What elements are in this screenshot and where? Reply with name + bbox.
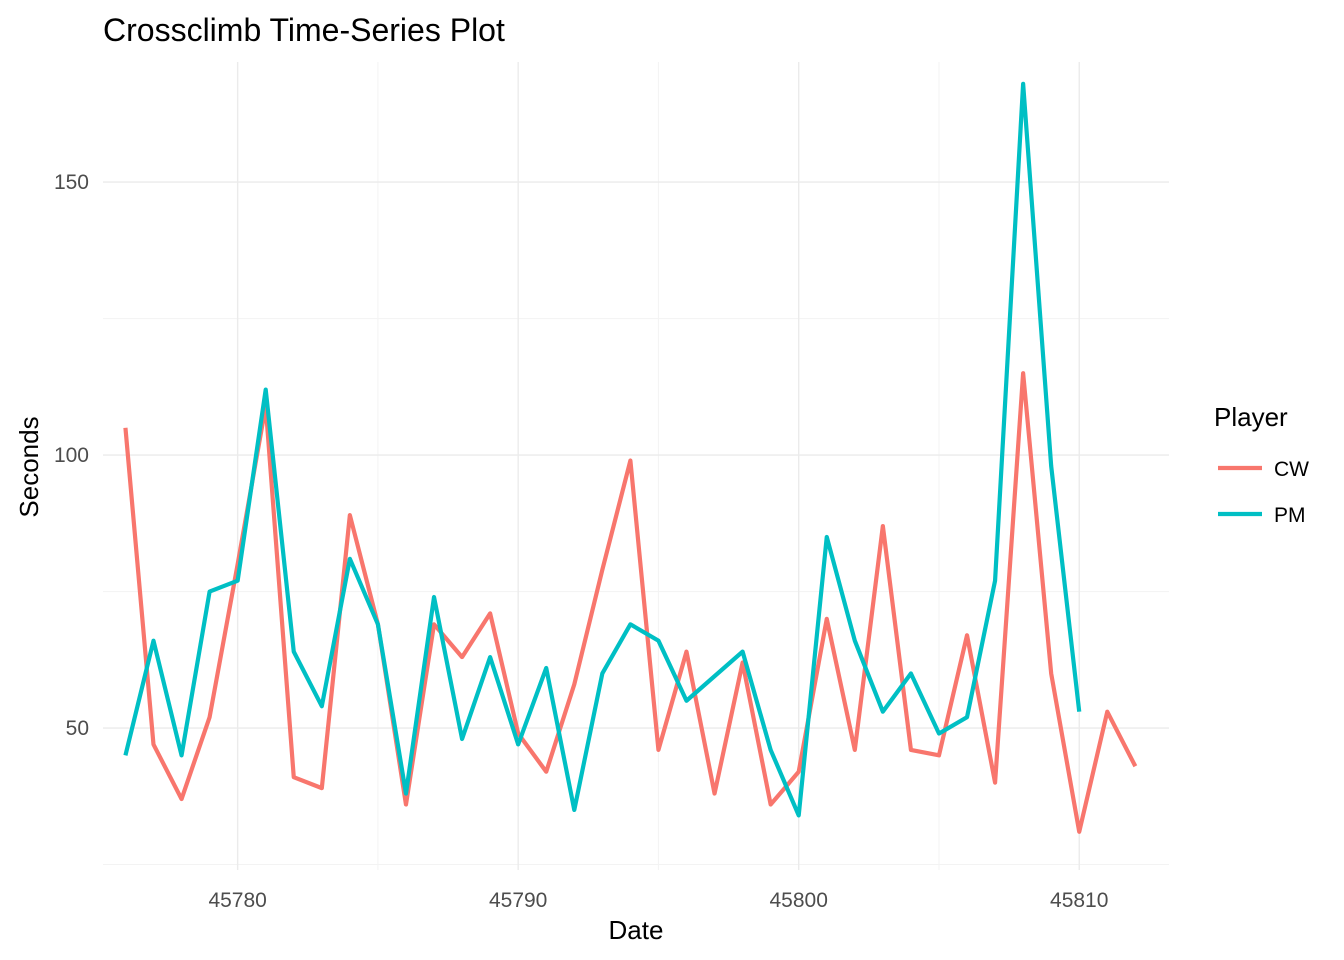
grid-lines [103, 62, 1169, 870]
series-line-cw [123, 371, 1138, 834]
x-tick-label: 45780 [208, 889, 266, 912]
legend-label-pm: PM [1274, 504, 1306, 527]
x-tick-label: 45790 [489, 889, 547, 912]
x-tick-label: 45800 [770, 889, 828, 912]
x-axis-ticks: 45780 45790 45800 45810 [208, 889, 1108, 912]
legend: Player CW PM [1214, 402, 1309, 527]
y-tick-label: 50 [66, 717, 89, 740]
legend-title: Player [1214, 402, 1288, 432]
y-tick-label: 100 [54, 444, 89, 467]
legend-label-cw: CW [1274, 458, 1309, 481]
chart-title: Crossclimb Time-Series Plot [103, 12, 505, 48]
x-tick-label: 45810 [1050, 889, 1108, 912]
y-tick-label: 150 [54, 171, 89, 194]
x-axis-title: Date [609, 915, 664, 945]
y-axis-ticks: 50 100 150 [54, 171, 89, 740]
series-lines [123, 81, 1138, 834]
series-line-pm [123, 81, 1082, 818]
y-axis-title: Seconds [14, 416, 44, 517]
